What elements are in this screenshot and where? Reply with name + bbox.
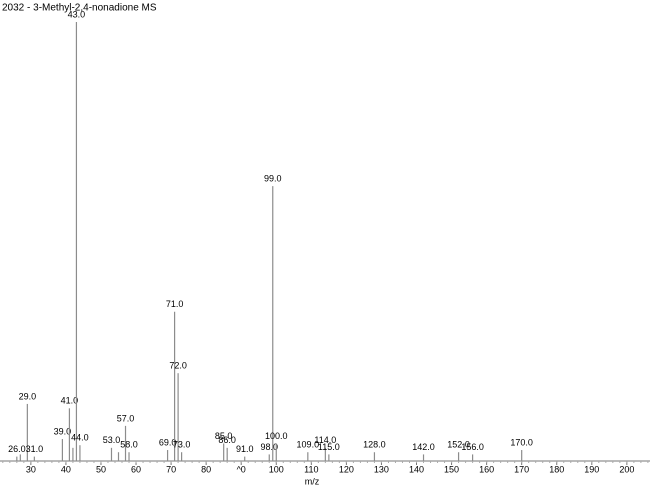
x-tick-label: 30 (26, 464, 36, 474)
x-tick-label: 180 (549, 464, 564, 474)
x-tick-label: 50 (96, 464, 106, 474)
peak-label: 57.0 (117, 413, 135, 423)
peak-label: 26.0 (8, 444, 26, 454)
x-axis-label: m/z (305, 476, 320, 486)
x-tick-label: 80 (201, 464, 211, 474)
peak-label: 39.0 (54, 426, 72, 436)
peak-label: 91.0 (236, 444, 254, 454)
x-tick-label: 190 (584, 464, 599, 474)
peak-label: 41.0 (61, 396, 79, 406)
x-tick-label: 120 (339, 464, 354, 474)
peak-label: 44.0 (71, 433, 89, 443)
peak-label: 71.0 (166, 299, 184, 309)
x-tick-label: ^0 (237, 464, 246, 474)
peak-label: 58.0 (120, 440, 138, 450)
peak-label: 69.0 (159, 437, 177, 447)
peak-label: 72.0 (169, 361, 187, 371)
peak-label: 98.0 (260, 442, 278, 452)
x-tick-label: 70 (166, 464, 176, 474)
peak-label: 100.0 (265, 431, 288, 441)
x-tick-label: 60 (131, 464, 141, 474)
peak-label: 73.0 (173, 440, 191, 450)
peak-label: 29.0 (19, 391, 37, 401)
peak-label: 109.0 (297, 440, 320, 450)
peak-label: 142.0 (412, 442, 435, 452)
x-tick-label: 170 (514, 464, 529, 474)
peak-label: 85.0 (215, 431, 233, 441)
peak-label: 115.0 (318, 442, 340, 452)
peak-label: 152.0 (447, 440, 470, 450)
peak-label: 156.0 (461, 442, 484, 452)
peak-label: 43.0 (68, 9, 86, 19)
x-tick-label: 40 (61, 464, 71, 474)
x-tick-label: 140 (409, 464, 424, 474)
x-tick-label: 160 (479, 464, 494, 474)
peak-label: 170.0 (510, 437, 533, 447)
x-tick-label: 130 (374, 464, 389, 474)
x-tick-label: 150 (444, 464, 459, 474)
peak-label: 86.0 (218, 435, 236, 445)
chart-title: 2032 - 3-Methyl-2,4-nonadione MS (2, 3, 157, 14)
x-tick-label: 200 (619, 464, 634, 474)
peak-label: 31.0 (26, 444, 44, 454)
x-tick-label: 110 (304, 464, 318, 474)
peak-label: 99.0 (264, 174, 282, 184)
peak-label: 114.0 (314, 435, 336, 445)
peak-label: 128.0 (363, 440, 386, 450)
x-tick-label: 100 (269, 464, 284, 474)
peak-label: 53.0 (103, 435, 121, 445)
